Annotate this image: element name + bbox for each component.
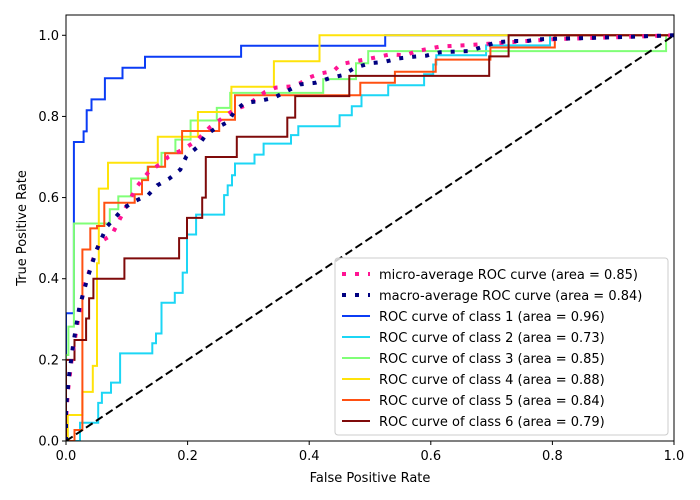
x-tick-label: 0.6 [420, 449, 441, 464]
x-tick-label: 0.4 [299, 449, 320, 464]
series-line-roc-curve-of-class-2 [66, 34, 674, 441]
y-tick-label: 0.6 [38, 191, 59, 206]
legend: micro-average ROC curve (area = 0.85) mac… [334, 257, 669, 436]
plot-area [66, 33, 674, 441]
legend-item: ROC curve of class 2 (area = 0.73) [342, 331, 605, 346]
x-tick-label: 1.0 [664, 449, 685, 464]
x-tick-label: 0.2 [177, 449, 198, 464]
x-axis-label: False Positive Rate [310, 471, 431, 486]
legend-label: ROC curve of class 1 (area = 0.96) [379, 310, 605, 325]
legend-item: ROC curve of class 4 (area = 0.88) [342, 373, 605, 388]
legend-frame [334, 257, 669, 436]
legend-item: ROC curve of class 3 (area = 0.85) [342, 352, 605, 367]
x-tick-label: 0.8 [542, 449, 563, 464]
series-line-macro-average-roc-curve [66, 33, 674, 441]
series-line-roc-curve-of-class-6 [66, 34, 674, 441]
y-axis-label: True Positive Rate [15, 170, 30, 287]
legend-label: ROC curve of class 3 (area = 0.85) [379, 352, 605, 367]
legend-label: ROC curve of class 6 (area = 0.79) [379, 415, 605, 430]
legend-label: micro-average ROC curve (area = 0.85) [379, 268, 638, 283]
chance-line [66, 34, 674, 441]
series-line-roc-curve-of-class-5 [66, 34, 674, 441]
legend-item: micro-average ROC curve (area = 0.85) [342, 268, 638, 283]
y-tick-label: 0.8 [38, 110, 59, 125]
legend-label: ROC curve of class 2 (area = 0.73) [379, 331, 605, 346]
x-tick-label: 0.0 [56, 449, 77, 464]
legend-label: ROC curve of class 4 (area = 0.88) [379, 373, 605, 388]
axes-frame [65, 14, 675, 442]
legend-item: ROC curve of class 1 (area = 0.96) [342, 310, 605, 325]
y-tick-label: 0.0 [38, 435, 59, 450]
legend-item: ROC curve of class 6 (area = 0.79) [342, 415, 605, 430]
legend-label: macro-average ROC curve (area = 0.84) [379, 289, 642, 304]
x-axis: 0.0 0.2 0.4 0.6 0.8 1.0 [56, 441, 685, 464]
series-group [66, 33, 674, 441]
y-axis: 0.0 0.2 0.4 0.6 0.8 1.0 [38, 29, 66, 450]
y-tick-label: 0.4 [38, 272, 59, 287]
y-tick-label: 0.2 [38, 353, 59, 368]
legend-label: ROC curve of class 5 (area = 0.84) [379, 394, 605, 409]
legend-item: macro-average ROC curve (area = 0.84) [342, 289, 642, 304]
y-tick-label: 1.0 [38, 29, 59, 44]
legend-item: ROC curve of class 5 (area = 0.84) [342, 394, 605, 409]
